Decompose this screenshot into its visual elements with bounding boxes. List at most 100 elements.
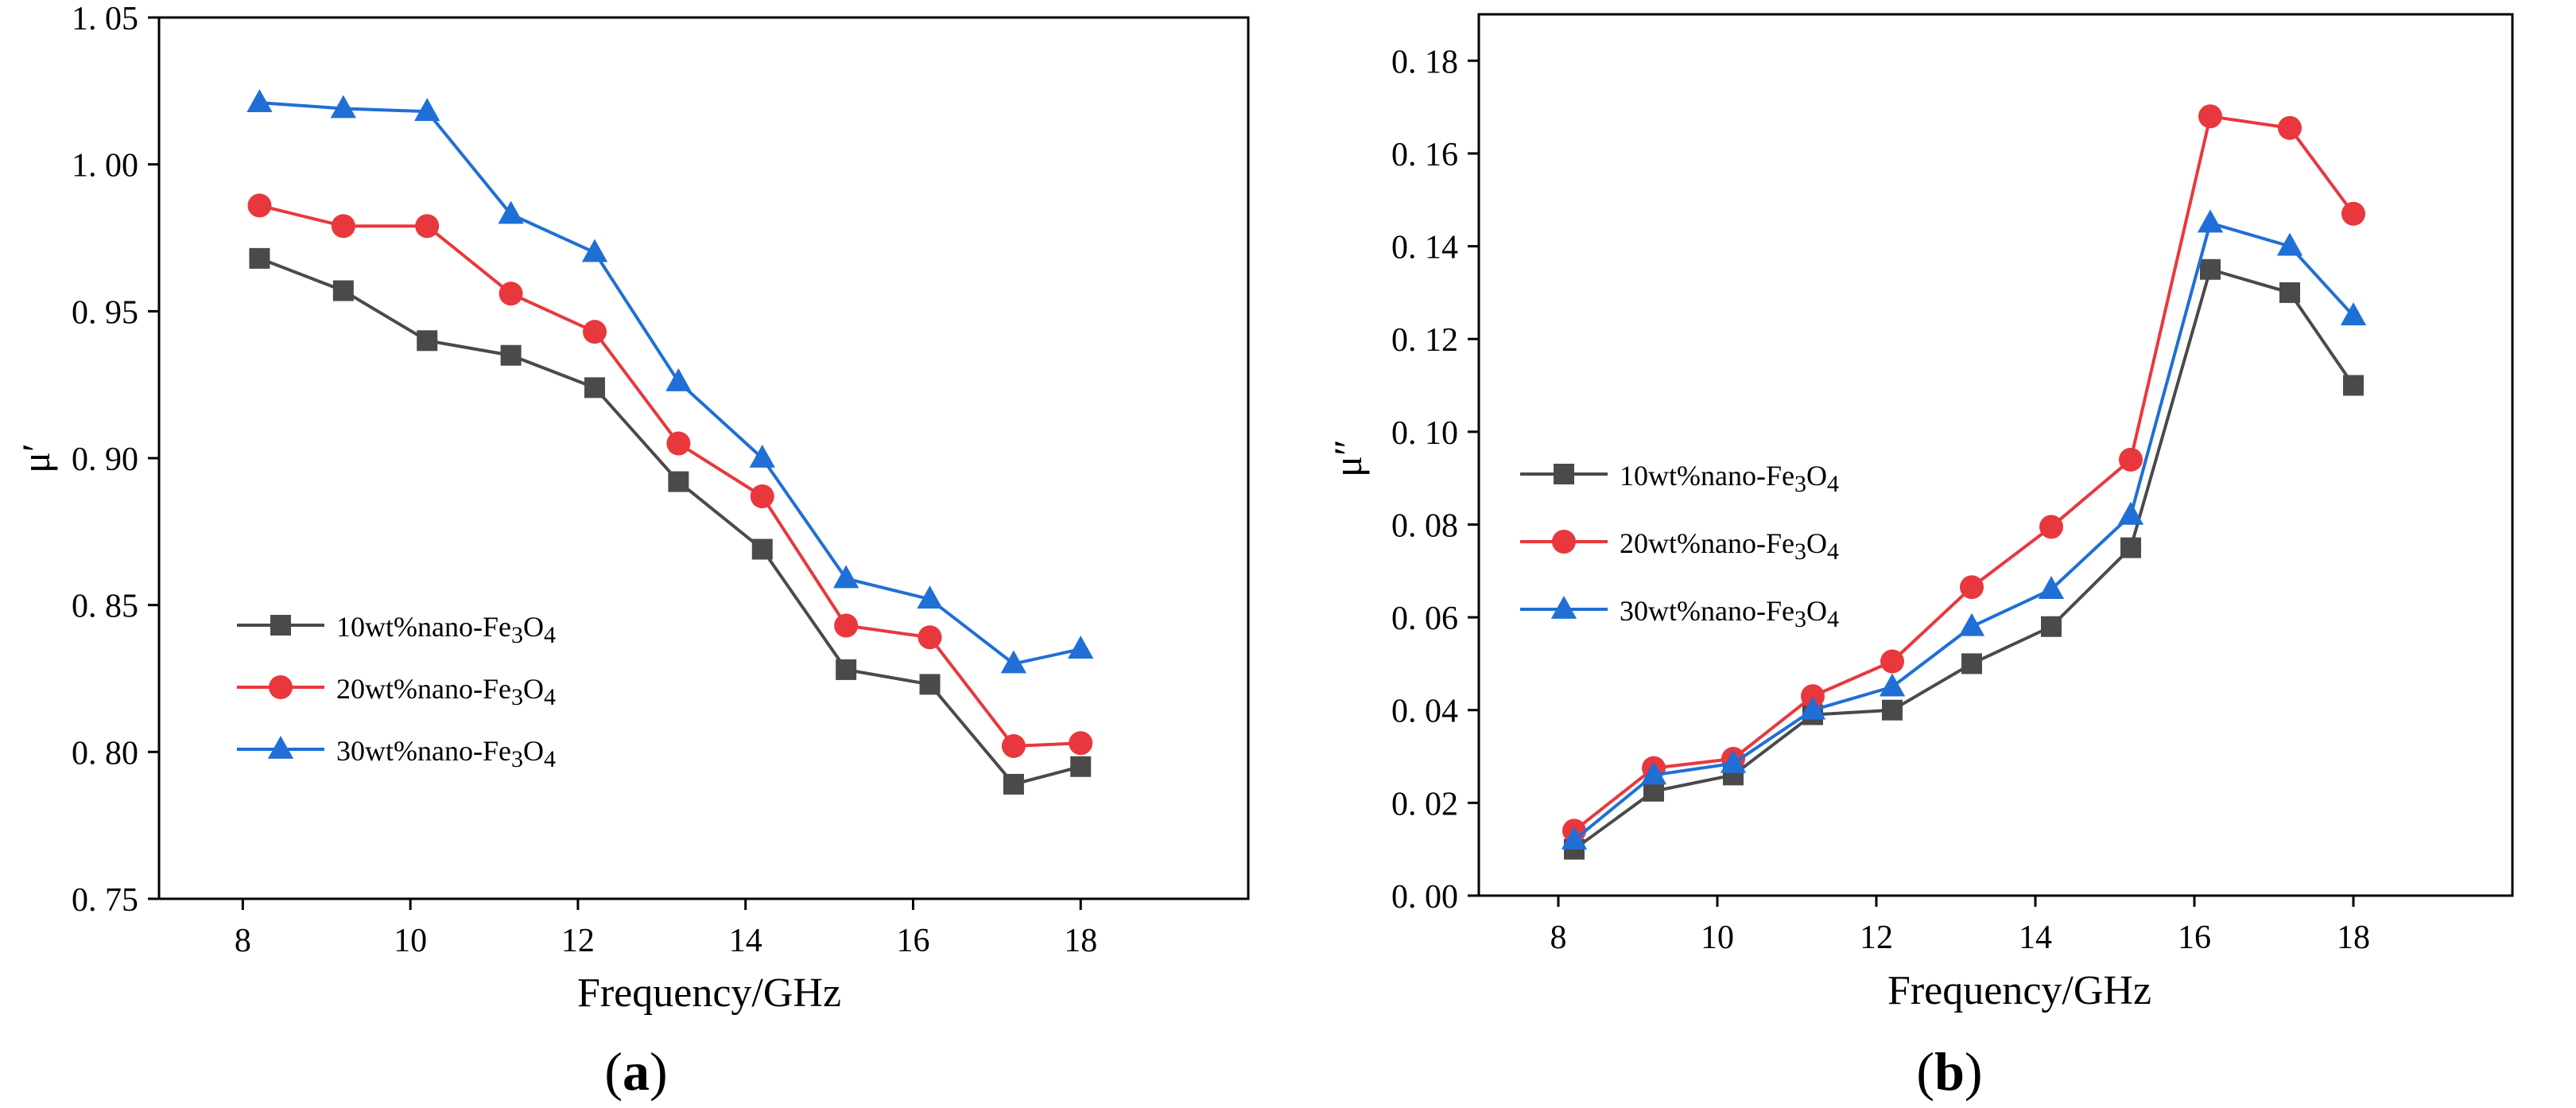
- y-tick-label: 0. 14: [1391, 230, 1458, 266]
- legend-label-part: 4: [1827, 538, 1839, 565]
- marker-square: [500, 344, 522, 366]
- legend-label-part: nano-Fe: [1701, 460, 1794, 492]
- y-tick-label: 1. 05: [72, 1, 138, 37]
- series-layer: [246, 89, 1094, 795]
- marker-square: [332, 280, 354, 301]
- y-axis-label: μ′: [14, 443, 58, 473]
- legend-label-part: 10wt%: [336, 611, 417, 643]
- marker-circle: [918, 625, 942, 650]
- x-tick-label: 12: [1860, 919, 1893, 956]
- marker-circle: [247, 193, 272, 218]
- legend-label-part: 4: [1827, 606, 1839, 632]
- legend-label-part: 3: [511, 622, 523, 648]
- legend-label-part: 3: [1794, 538, 1806, 565]
- marker-square: [751, 538, 773, 560]
- legend-label-part: nano-Fe: [417, 611, 511, 643]
- legend: 10wt%nano-Fe3O420wt%nano-Fe3O430wt%nano-…: [237, 611, 556, 772]
- legend-label-part: 4: [1827, 471, 1839, 497]
- legend-label-part: O: [1806, 595, 1827, 627]
- marker-square: [1961, 653, 1982, 675]
- legend-label-part: 3: [1794, 606, 1806, 632]
- marker-circle: [1552, 530, 1576, 554]
- chart-panel-b: 0. 00 0. 02 0. 04 0. 06 0. 08 0. 10 0. 12 0. 14…: [1325, 13, 2514, 1102]
- marker-circle: [750, 484, 774, 509]
- x-axis-ticks: 8 10 12 14 16 18: [1550, 896, 2370, 956]
- marker-circle: [2341, 201, 2365, 226]
- marker-triangle: [2276, 232, 2303, 256]
- legend-item: 20wt%nano-Fe3O4: [1520, 527, 1839, 565]
- marker-triangle: [1561, 826, 1588, 849]
- x-tick-label: 18: [2337, 919, 2370, 956]
- marker-circle: [499, 282, 523, 306]
- marker-triangle: [1720, 749, 1747, 773]
- marker-square: [2120, 537, 2141, 558]
- legend-label-part: nano-Fe: [1701, 595, 1794, 627]
- y-tick-label: 0. 16: [1391, 137, 1458, 173]
- marker-triangle: [749, 445, 775, 468]
- series: [247, 193, 1093, 758]
- legend-label-part: nano-Fe: [1701, 527, 1794, 559]
- marker-square: [836, 659, 857, 680]
- marker-triangle: [2340, 302, 2367, 325]
- marker-circle: [2039, 515, 2063, 539]
- marker-square: [2279, 282, 2300, 303]
- legend-label-part: O: [523, 673, 544, 705]
- legend-label-part: O: [1806, 460, 1827, 492]
- y-axis-ticks: 0. 00 0. 02 0. 04 0. 06 0. 08 0. 10 0. 12 0. 14…: [1391, 44, 1479, 916]
- marker-triangle: [1879, 673, 1906, 697]
- legend-label-part: O: [523, 611, 544, 643]
- legend-label-part: nano-Fe: [417, 735, 511, 767]
- series: [1561, 209, 2367, 849]
- legend-item: 30wt%nano-Fe3O4: [1520, 595, 1839, 632]
- legend-label-part: 20wt%: [1620, 527, 1701, 559]
- legend-label: 10wt%nano-Fe3O4: [336, 611, 556, 648]
- marker-circle: [583, 320, 607, 344]
- y-tick-label: 0. 90: [72, 441, 138, 478]
- marker-triangle: [498, 200, 524, 224]
- legend-label-part: 4: [544, 746, 556, 772]
- marker-circle: [1069, 731, 1093, 756]
- marker-square: [2200, 259, 2221, 280]
- marker-square: [1554, 464, 1574, 484]
- marker-triangle: [1799, 696, 1826, 720]
- x-tick-label: 12: [561, 923, 595, 959]
- legend-label: 10wt%nano-Fe3O4: [1620, 460, 1839, 497]
- marker-circle: [2278, 115, 2302, 140]
- y-tick-label: 1. 00: [72, 148, 138, 185]
- series: [249, 247, 1092, 795]
- plot-area-frame: [1477, 13, 2514, 897]
- marker-triangle: [665, 367, 692, 391]
- legend-label: 30wt%nano-Fe3O4: [336, 735, 556, 772]
- chart-panel-a: 0. 75 0. 80 0. 85 0. 90 0. 95 1. 00 1. 05 8 10 1…: [14, 1, 1250, 1102]
- legend-item: 10wt%nano-Fe3O4: [1520, 460, 1839, 497]
- marker-triangle: [1958, 612, 1985, 636]
- marker-square: [2343, 375, 2364, 396]
- marker-square: [2041, 616, 2062, 637]
- y-axis-ticks: 0. 75 0. 80 0. 85 0. 90 0. 95 1. 00 1. 05: [72, 1, 159, 919]
- x-tick-label: 14: [2019, 919, 2052, 956]
- x-tick-label: 10: [394, 923, 427, 959]
- panel-label-b: (b): [1916, 1041, 1982, 1102]
- y-axis-label: μ″: [1325, 439, 1370, 477]
- x-axis-label: Frequency/GHz: [577, 970, 841, 1016]
- x-axis-ticks: 8 10 12 14 16 18: [235, 899, 1097, 959]
- marker-circle: [1801, 684, 1825, 709]
- marker-square: [417, 330, 438, 352]
- y-tick-label: 0. 85: [72, 589, 138, 625]
- panel-label-a: (a): [604, 1041, 667, 1102]
- y-tick-label: 0. 75: [72, 882, 138, 919]
- marker-circle: [834, 613, 859, 638]
- marker-square: [1003, 773, 1024, 795]
- marker-circle: [2198, 104, 2222, 129]
- marker-circle: [1880, 649, 1904, 674]
- legend-item: 20wt%nano-Fe3O4: [237, 673, 556, 710]
- marker-triangle: [2038, 576, 2065, 600]
- marker-square: [668, 471, 689, 492]
- legend-label-part: 20wt%: [336, 673, 417, 705]
- marker-triangle: [833, 565, 859, 589]
- series-layer: [1561, 104, 2367, 860]
- marker-triangle: [1550, 596, 1577, 619]
- marker-triangle: [267, 736, 294, 759]
- marker-circle: [2119, 447, 2143, 472]
- marker-square: [1882, 699, 1903, 721]
